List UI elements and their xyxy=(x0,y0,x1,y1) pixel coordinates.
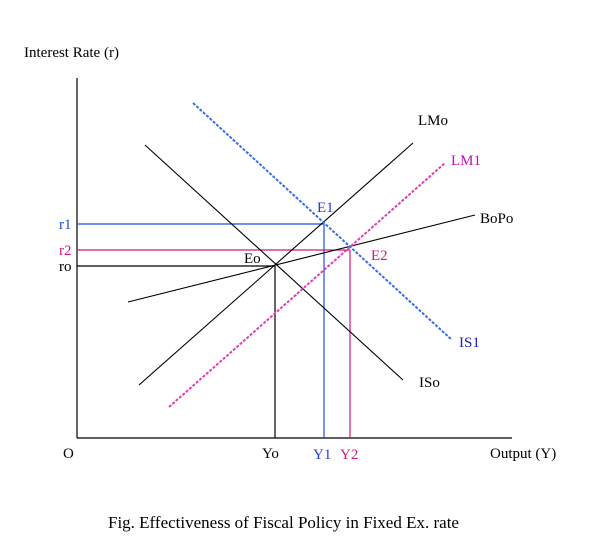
yo-label: Yo xyxy=(262,446,279,462)
e2-label: E2 xyxy=(371,248,388,264)
lmo-label: LMo xyxy=(418,113,448,129)
y1-label: Y1 xyxy=(313,447,331,463)
r2-label: r2 xyxy=(59,243,72,259)
eo-label: Eo xyxy=(244,251,261,267)
bopo-curve xyxy=(127,214,476,303)
y2-label: Y2 xyxy=(340,447,358,463)
ro-label: ro xyxy=(59,259,72,275)
lm1-curve xyxy=(168,162,446,408)
is1-label: IS1 xyxy=(459,335,480,351)
y-axis-label: Interest Rate (r) xyxy=(24,45,119,61)
r1-label: r1 xyxy=(59,217,72,233)
lm1-label: LM1 xyxy=(451,153,481,169)
bopo-label: BoPo xyxy=(480,211,513,227)
figure-caption: Fig. Effectiveness of Fiscal Policy in F… xyxy=(108,513,459,532)
iso-label: ISo xyxy=(419,375,440,391)
x-axis-label: Output (Y) xyxy=(490,446,556,462)
e1-label: E1 xyxy=(317,200,334,216)
is1-curve xyxy=(192,102,453,341)
iso-curve xyxy=(144,144,404,381)
origin-label: O xyxy=(63,446,74,462)
